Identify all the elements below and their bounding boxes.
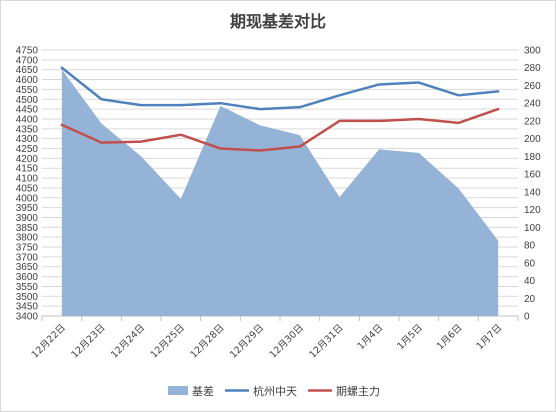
x-tick-label: 12月25日	[149, 322, 187, 360]
legend-label: 杭州中天	[253, 384, 297, 398]
y-right-tick-label: 260	[524, 81, 541, 92]
y-left-tick-label: 3400	[16, 312, 39, 323]
y-right-tick-label: 240	[524, 99, 541, 110]
x-tick-label: 1月7日	[475, 322, 505, 352]
x-tick-label: 12月31日	[307, 322, 345, 360]
y-left-tick-label: 4150	[16, 164, 39, 175]
x-tick-label: 12月29日	[228, 322, 266, 360]
y-left-tick-label: 4750	[16, 46, 39, 57]
y-left-tick-label: 4200	[16, 154, 39, 165]
y-right-tick-label: 20	[524, 294, 536, 305]
y-right-tick-label: 0	[524, 312, 530, 323]
y-left-tick-label: 3800	[16, 233, 39, 244]
area-series-jicha	[61, 69, 499, 316]
x-tick-label: 1月4日	[356, 322, 386, 352]
y-left-tick-label: 4400	[16, 114, 39, 125]
y-left-tick-label: 3450	[16, 302, 39, 313]
x-tick-label: 12月24日	[109, 322, 147, 360]
y-left-tick-label: 4350	[16, 124, 39, 135]
y-left-tick-label: 4000	[16, 193, 39, 204]
y-left-tick-label: 4500	[16, 95, 39, 106]
chart-title: 期现基差对比	[229, 12, 326, 31]
y-right-tick-label: 120	[524, 205, 541, 216]
y-left-tick-label: 4650	[16, 65, 39, 76]
y-left-tick-label: 4550	[16, 85, 39, 96]
y-left-tick-label: 3500	[16, 292, 39, 303]
y-left-tick-label: 4600	[16, 75, 39, 86]
y-left-tick-label: 3950	[16, 203, 39, 214]
y-left-tick-label: 3750	[16, 243, 39, 254]
line-series-hangzhou-zhongtian	[60, 66, 500, 111]
x-tick-label: 12月22日	[30, 322, 68, 360]
legend-swatch-jicha	[168, 386, 188, 395]
y-left-tick-label: 4700	[16, 55, 39, 66]
y-left-tick-label: 4050	[16, 183, 39, 194]
line-series-futures-main	[60, 107, 500, 152]
y-left-tick-label: 4300	[16, 134, 39, 145]
x-tick-label: 1月5日	[395, 322, 425, 352]
x-tick-label: 12月30日	[268, 322, 306, 360]
y-left-tick-label: 4450	[16, 105, 39, 116]
y-left-tick-label: 4250	[16, 144, 39, 155]
y-right-tick-label: 160	[524, 170, 541, 181]
y-right-tick-label: 100	[524, 223, 541, 234]
legend-label: 期螺主力	[336, 385, 380, 398]
y-left-tick-label: 3550	[16, 282, 39, 293]
y-right-tick-label: 40	[524, 276, 536, 287]
x-tick-label: 1月6日	[435, 322, 465, 352]
y-left-tick-label: 3850	[16, 223, 39, 234]
y-left-tick-label: 3650	[16, 262, 39, 273]
legend-label: 基差	[192, 384, 214, 398]
y-right-tick-label: 220	[524, 116, 541, 127]
x-tick-label: 12月23日	[69, 322, 107, 360]
x-tick-label: 12月28日	[188, 322, 226, 360]
y-right-tick-label: 280	[524, 63, 541, 74]
y-left-tick-label: 3900	[16, 213, 39, 224]
y-left-tick-label: 4100	[16, 174, 39, 185]
y-right-tick-label: 80	[524, 241, 536, 252]
y-right-tick-label: 180	[524, 152, 541, 163]
y-right-tick-label: 140	[524, 187, 541, 198]
y-right-tick-label: 60	[524, 258, 536, 269]
y-left-tick-label: 3700	[16, 252, 39, 263]
y-right-tick-label: 200	[524, 134, 541, 145]
y-right-tick-label: 300	[524, 46, 541, 57]
y-left-tick-label: 3600	[16, 272, 39, 283]
